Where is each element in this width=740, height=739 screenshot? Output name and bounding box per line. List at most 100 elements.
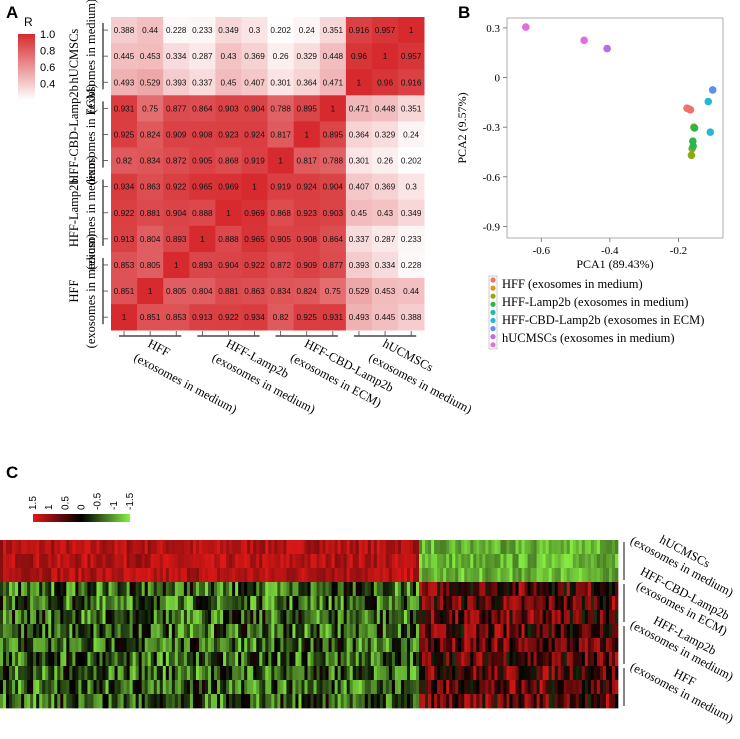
heatmap-cell xyxy=(192,582,197,597)
heatmap-row-group-labels: hUCMSCs(exosomes in medium)HFF-CBD-Lamp2… xyxy=(628,532,736,725)
heatmap-cell xyxy=(120,540,124,555)
heatmap-cell xyxy=(27,610,31,625)
heatmap-cell xyxy=(605,652,610,667)
correlation-cell xyxy=(189,199,216,227)
correlation-cell-value: 0.75 xyxy=(142,104,158,113)
heatmap-cell xyxy=(434,680,438,695)
heatmap-cell xyxy=(229,610,233,625)
heatmap-cell xyxy=(144,540,149,555)
heatmap-cell xyxy=(503,652,507,667)
heatmap-cell xyxy=(12,624,16,639)
heatmap-cell xyxy=(440,680,444,695)
heatmap-cell xyxy=(135,554,140,569)
heatmap-cell xyxy=(379,680,384,695)
heatmap-cell xyxy=(159,596,164,611)
heatmap-cell xyxy=(443,568,447,583)
heatmap-cell xyxy=(229,680,233,695)
heatmap-cell xyxy=(373,624,378,639)
heatmap-cell xyxy=(147,638,152,653)
heatmap-cell xyxy=(479,596,483,611)
heatmap-cell xyxy=(9,596,13,611)
heatmap-cell xyxy=(6,624,10,639)
heatmap-cell xyxy=(114,652,118,667)
heatmap-cell xyxy=(506,694,510,709)
correlation-cell-value: 0.337 xyxy=(349,235,370,244)
heatmap-cell xyxy=(485,652,489,667)
heatmap-cell xyxy=(434,694,438,709)
heatmap-cell xyxy=(376,540,381,555)
heatmap-cell xyxy=(217,582,221,597)
heatmap-cell xyxy=(18,568,22,583)
heatmap-cell xyxy=(397,610,402,625)
heatmap-cell xyxy=(141,680,146,695)
heatmap-cell xyxy=(530,694,534,709)
heatmap-cell xyxy=(90,540,94,555)
heatmap-cell xyxy=(60,568,64,583)
heatmap-cell xyxy=(605,680,610,695)
heatmap-cell xyxy=(277,596,281,611)
correlation-cell xyxy=(241,199,268,227)
heatmap-cell xyxy=(229,596,233,611)
heatmap-cell xyxy=(349,568,354,583)
heatmap-cell xyxy=(223,680,227,695)
heatmap-cell xyxy=(358,624,363,639)
heatmap-cell xyxy=(265,680,269,695)
heatmap-cell xyxy=(162,568,167,583)
correlation-cell-value: 0.334 xyxy=(375,261,396,270)
heatmap-cell xyxy=(403,694,408,709)
panel-label-b: B xyxy=(458,3,470,22)
heatmap-cell xyxy=(382,666,387,681)
heatmap-cell xyxy=(539,540,543,555)
heatmap-cell xyxy=(596,610,601,625)
heatmap-cell xyxy=(536,652,540,667)
heatmap-cell xyxy=(150,540,155,555)
heatmap-cell xyxy=(42,680,46,695)
heatmap-cell xyxy=(343,568,348,583)
heatmap-cell xyxy=(253,554,257,569)
heatmap-cell xyxy=(608,666,613,681)
heatmap-cell xyxy=(177,596,182,611)
heatmap-cell xyxy=(45,540,49,555)
heatmap-cell xyxy=(283,666,287,681)
heatmap-cell xyxy=(467,596,471,611)
heatmap-cell xyxy=(141,652,146,667)
heatmap-cell xyxy=(111,638,115,653)
heatmap-cell xyxy=(24,554,28,569)
pca-legend-key-dot xyxy=(490,285,496,291)
row-group-label: HFF-CBD-Lamp2b xyxy=(67,85,81,184)
heatmap-cell xyxy=(280,540,284,555)
heatmap-cell xyxy=(428,596,432,611)
heatmap-cell xyxy=(611,582,616,597)
heatmap-cell xyxy=(304,666,308,681)
heatmap-cell xyxy=(211,694,215,709)
heatmap-cell xyxy=(132,666,137,681)
heatmap-cell xyxy=(563,610,568,625)
correlation-cell-value: 0.44 xyxy=(142,26,158,35)
heatmap-cell xyxy=(355,568,360,583)
heatmap-cell xyxy=(446,624,450,639)
heatmap-cell xyxy=(403,666,408,681)
heatmap-cell xyxy=(512,596,516,611)
heatmap-cell xyxy=(352,680,357,695)
correlation-cell-value: 0.43 xyxy=(377,209,393,218)
heatmap-cell xyxy=(587,666,592,681)
heatmap-cell xyxy=(608,568,613,583)
heatmap-cell xyxy=(575,554,580,569)
heatmap-cell xyxy=(244,596,248,611)
heatmap-cell xyxy=(132,610,137,625)
heatmap-cell xyxy=(596,666,601,681)
heatmap-cell xyxy=(153,624,158,639)
heatmap-cell xyxy=(611,638,616,653)
heatmap-cell xyxy=(581,624,586,639)
heatmap-cell xyxy=(340,624,345,639)
heatmap-cell xyxy=(458,554,462,569)
heatmap-cell xyxy=(548,652,553,667)
heatmap-cell xyxy=(204,610,209,625)
heatmap-cell xyxy=(319,568,323,583)
heatmap-cell xyxy=(325,666,329,681)
heatmap-cell xyxy=(557,624,562,639)
heatmap-cell xyxy=(593,568,598,583)
heatmap-cell xyxy=(66,568,70,583)
heatmap-cell xyxy=(584,652,589,667)
heatmap-cell xyxy=(198,568,203,583)
